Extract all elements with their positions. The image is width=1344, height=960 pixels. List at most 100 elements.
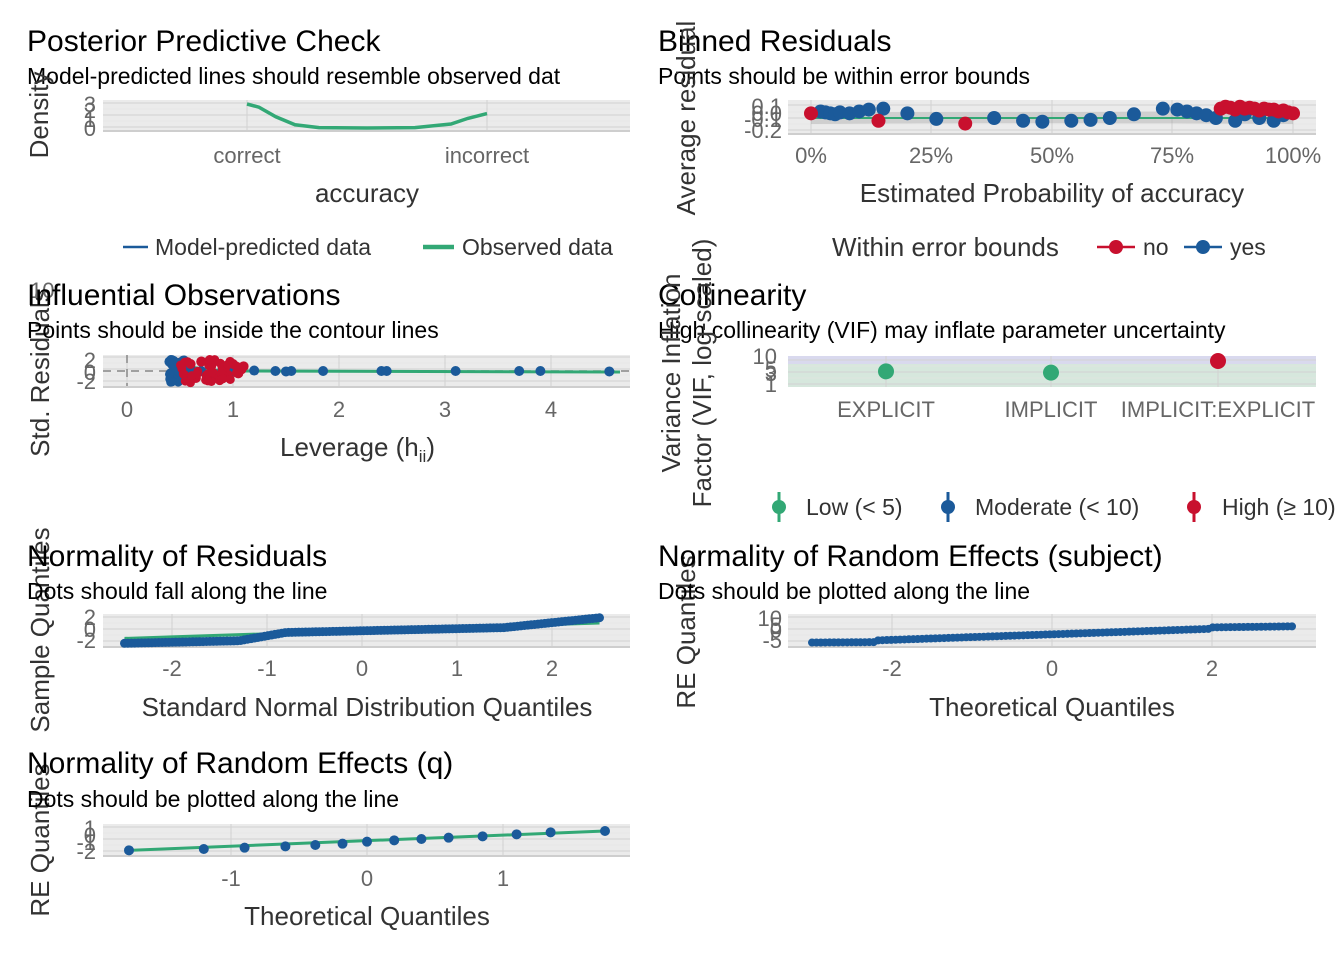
re-q-title: Normality of Random Effects (q) xyxy=(27,747,453,780)
re-q-point xyxy=(198,844,209,854)
collinearity-xtick-implicit: IMPLICIT xyxy=(1005,397,1098,422)
collinearity-legend-dot-high xyxy=(1187,500,1201,514)
ppc-grid xyxy=(103,100,630,130)
binned-point-yes xyxy=(876,101,891,116)
re-q-point xyxy=(443,832,454,843)
collinearity-point-implicit-explicit xyxy=(1210,353,1226,369)
collinearity-ytick-5: 5 xyxy=(765,357,777,382)
re-q-xlabel: Theoretical Quantiles xyxy=(244,901,490,931)
influential-point-blue xyxy=(318,366,329,376)
collinearity-subtitle: High collinearity (VIF) may inflate para… xyxy=(658,317,1226,343)
binned-point-yes xyxy=(1083,112,1098,127)
binned-point-yes xyxy=(900,106,915,121)
binned-point-yes xyxy=(987,111,1002,125)
re-q-xtick-0: 0 xyxy=(361,866,373,891)
influential-ytick-2: 2 xyxy=(84,348,96,373)
collinearity-ytick-1: 1 xyxy=(765,372,777,397)
normres-xlabel: Standard Normal Distribution Quantiles xyxy=(142,692,593,722)
binned-xlabel: Estimated Probability of accuracy xyxy=(860,178,1244,208)
influential-point-red xyxy=(218,374,228,384)
binned-point-yes xyxy=(1064,113,1079,128)
re-q-subtitle: Dots should be plotted along the line xyxy=(27,786,399,812)
influential-point-red xyxy=(207,367,217,377)
normres-ylabel: Sample Quantiles xyxy=(25,527,55,732)
binned-point-yes xyxy=(1035,114,1050,129)
re-q-point xyxy=(280,841,291,852)
normres-ytick-0: 0 xyxy=(84,617,96,642)
panel-collinearity: Collinearity High collinearity (VIF) may… xyxy=(656,239,1336,522)
influential-marks xyxy=(103,355,630,388)
ppc-ytick-2: 2 xyxy=(84,98,96,123)
normres-title: Normality of Residuals xyxy=(27,540,327,573)
collinearity-legend-dot-low xyxy=(772,500,786,514)
re-q-ytick-m1: -1 xyxy=(76,830,96,855)
binned-legend-dot-no xyxy=(1109,240,1123,254)
ppc-xtick-correct: correct xyxy=(213,143,280,168)
ppc-ytick-3: 3 xyxy=(84,92,96,117)
influential-subtitle: Points should be inside the contour line… xyxy=(27,317,439,343)
ppc-ytick-1: 1 xyxy=(84,107,96,132)
binned-legend-dot-yes xyxy=(1196,240,1210,254)
re-subject-title: Normality of Random Effects (subject) xyxy=(658,540,1163,573)
re-subject-marks xyxy=(808,622,1296,647)
influential-point-red xyxy=(203,376,213,386)
re-q-point xyxy=(545,827,556,838)
ppc-ytick-0: 0 xyxy=(84,116,96,141)
influential-point-blue xyxy=(286,366,297,376)
influential-xlabel: Leverage (hii) xyxy=(280,432,435,466)
binned-point-no xyxy=(1286,106,1300,121)
binned-title: Binned Residuals xyxy=(658,25,891,58)
re-q-point xyxy=(337,838,348,849)
re-subject-subtitle: Dots should be plotted along the line xyxy=(658,578,1030,604)
re-subject-ylabel: RE Quantiles xyxy=(671,555,701,708)
re-subject-ytick-m5: -5 xyxy=(762,628,782,653)
panel-ppc: Posterior Predictive Check Model-predict… xyxy=(24,25,630,260)
ppc-title: Posterior Predictive Check xyxy=(27,25,381,58)
collinearity-title: Collinearity xyxy=(658,279,806,312)
collinearity-ytick-10: 10 xyxy=(753,344,777,369)
binned-ylabel: Average residual xyxy=(671,21,701,216)
influential-point-red xyxy=(225,374,235,384)
ppc-marks xyxy=(246,102,488,130)
influential-point-blue xyxy=(514,366,525,376)
influential-point-red xyxy=(215,358,225,368)
collinearity-legend-low: Low (< 5) xyxy=(806,494,903,520)
influential-point-red xyxy=(180,376,190,386)
re-q-xtick-m1: -1 xyxy=(221,866,241,891)
influential-xtick-4: 4 xyxy=(545,397,557,422)
collinearity-xtick-interaction: IMPLICIT:EXPLICIT xyxy=(1121,397,1315,422)
influential-point-blue xyxy=(535,366,546,376)
binned-point-no xyxy=(958,116,973,131)
ppc-legend-model: Model-predicted data xyxy=(155,234,371,260)
binned-xtick-50: 50% xyxy=(1030,143,1074,168)
ppc-ylabel: Density xyxy=(24,72,54,159)
re-q-point xyxy=(416,834,427,844)
ppc-xlabel: accuracy xyxy=(315,178,419,208)
re-q-marks xyxy=(124,826,610,856)
influential-point-red xyxy=(231,361,241,371)
re-subject-ytick-5: 5 xyxy=(770,613,782,638)
re-q-point xyxy=(362,836,372,847)
normres-marks xyxy=(120,613,604,648)
binned-ytick-00: 0.0 xyxy=(751,101,782,126)
re-subject-xtick-0: 0 xyxy=(1046,656,1058,681)
ppc-legend: Model-predicted data Observed data xyxy=(123,234,613,260)
panel-influential: Std. Residuals 10 Influential Observatio… xyxy=(25,278,630,466)
re-q-grid xyxy=(103,824,630,855)
normres-ytick-m2: -2 xyxy=(76,628,96,653)
binned-point-yes xyxy=(861,102,876,117)
influential-point-blue xyxy=(450,366,461,376)
influential-title: Influential Observations xyxy=(27,279,341,312)
normres-xtick-m2: -2 xyxy=(162,656,182,681)
re-q-point xyxy=(511,829,522,840)
binned-point-yes xyxy=(1102,111,1117,125)
ppc-subtitle: Model-predicted lines should resemble ob… xyxy=(27,63,561,89)
re-q-ylabel: RE Quantiles xyxy=(25,763,55,916)
ppc-xtick-incorrect: incorrect xyxy=(445,143,529,168)
ppc-legend-observed: Observed data xyxy=(462,234,613,260)
influential-point-blue xyxy=(381,366,392,376)
collinearity-legend-dot-moderate xyxy=(941,500,955,514)
binned-legend: Within error bounds no yes xyxy=(832,232,1266,262)
influential-xtick-3: 3 xyxy=(439,397,451,422)
